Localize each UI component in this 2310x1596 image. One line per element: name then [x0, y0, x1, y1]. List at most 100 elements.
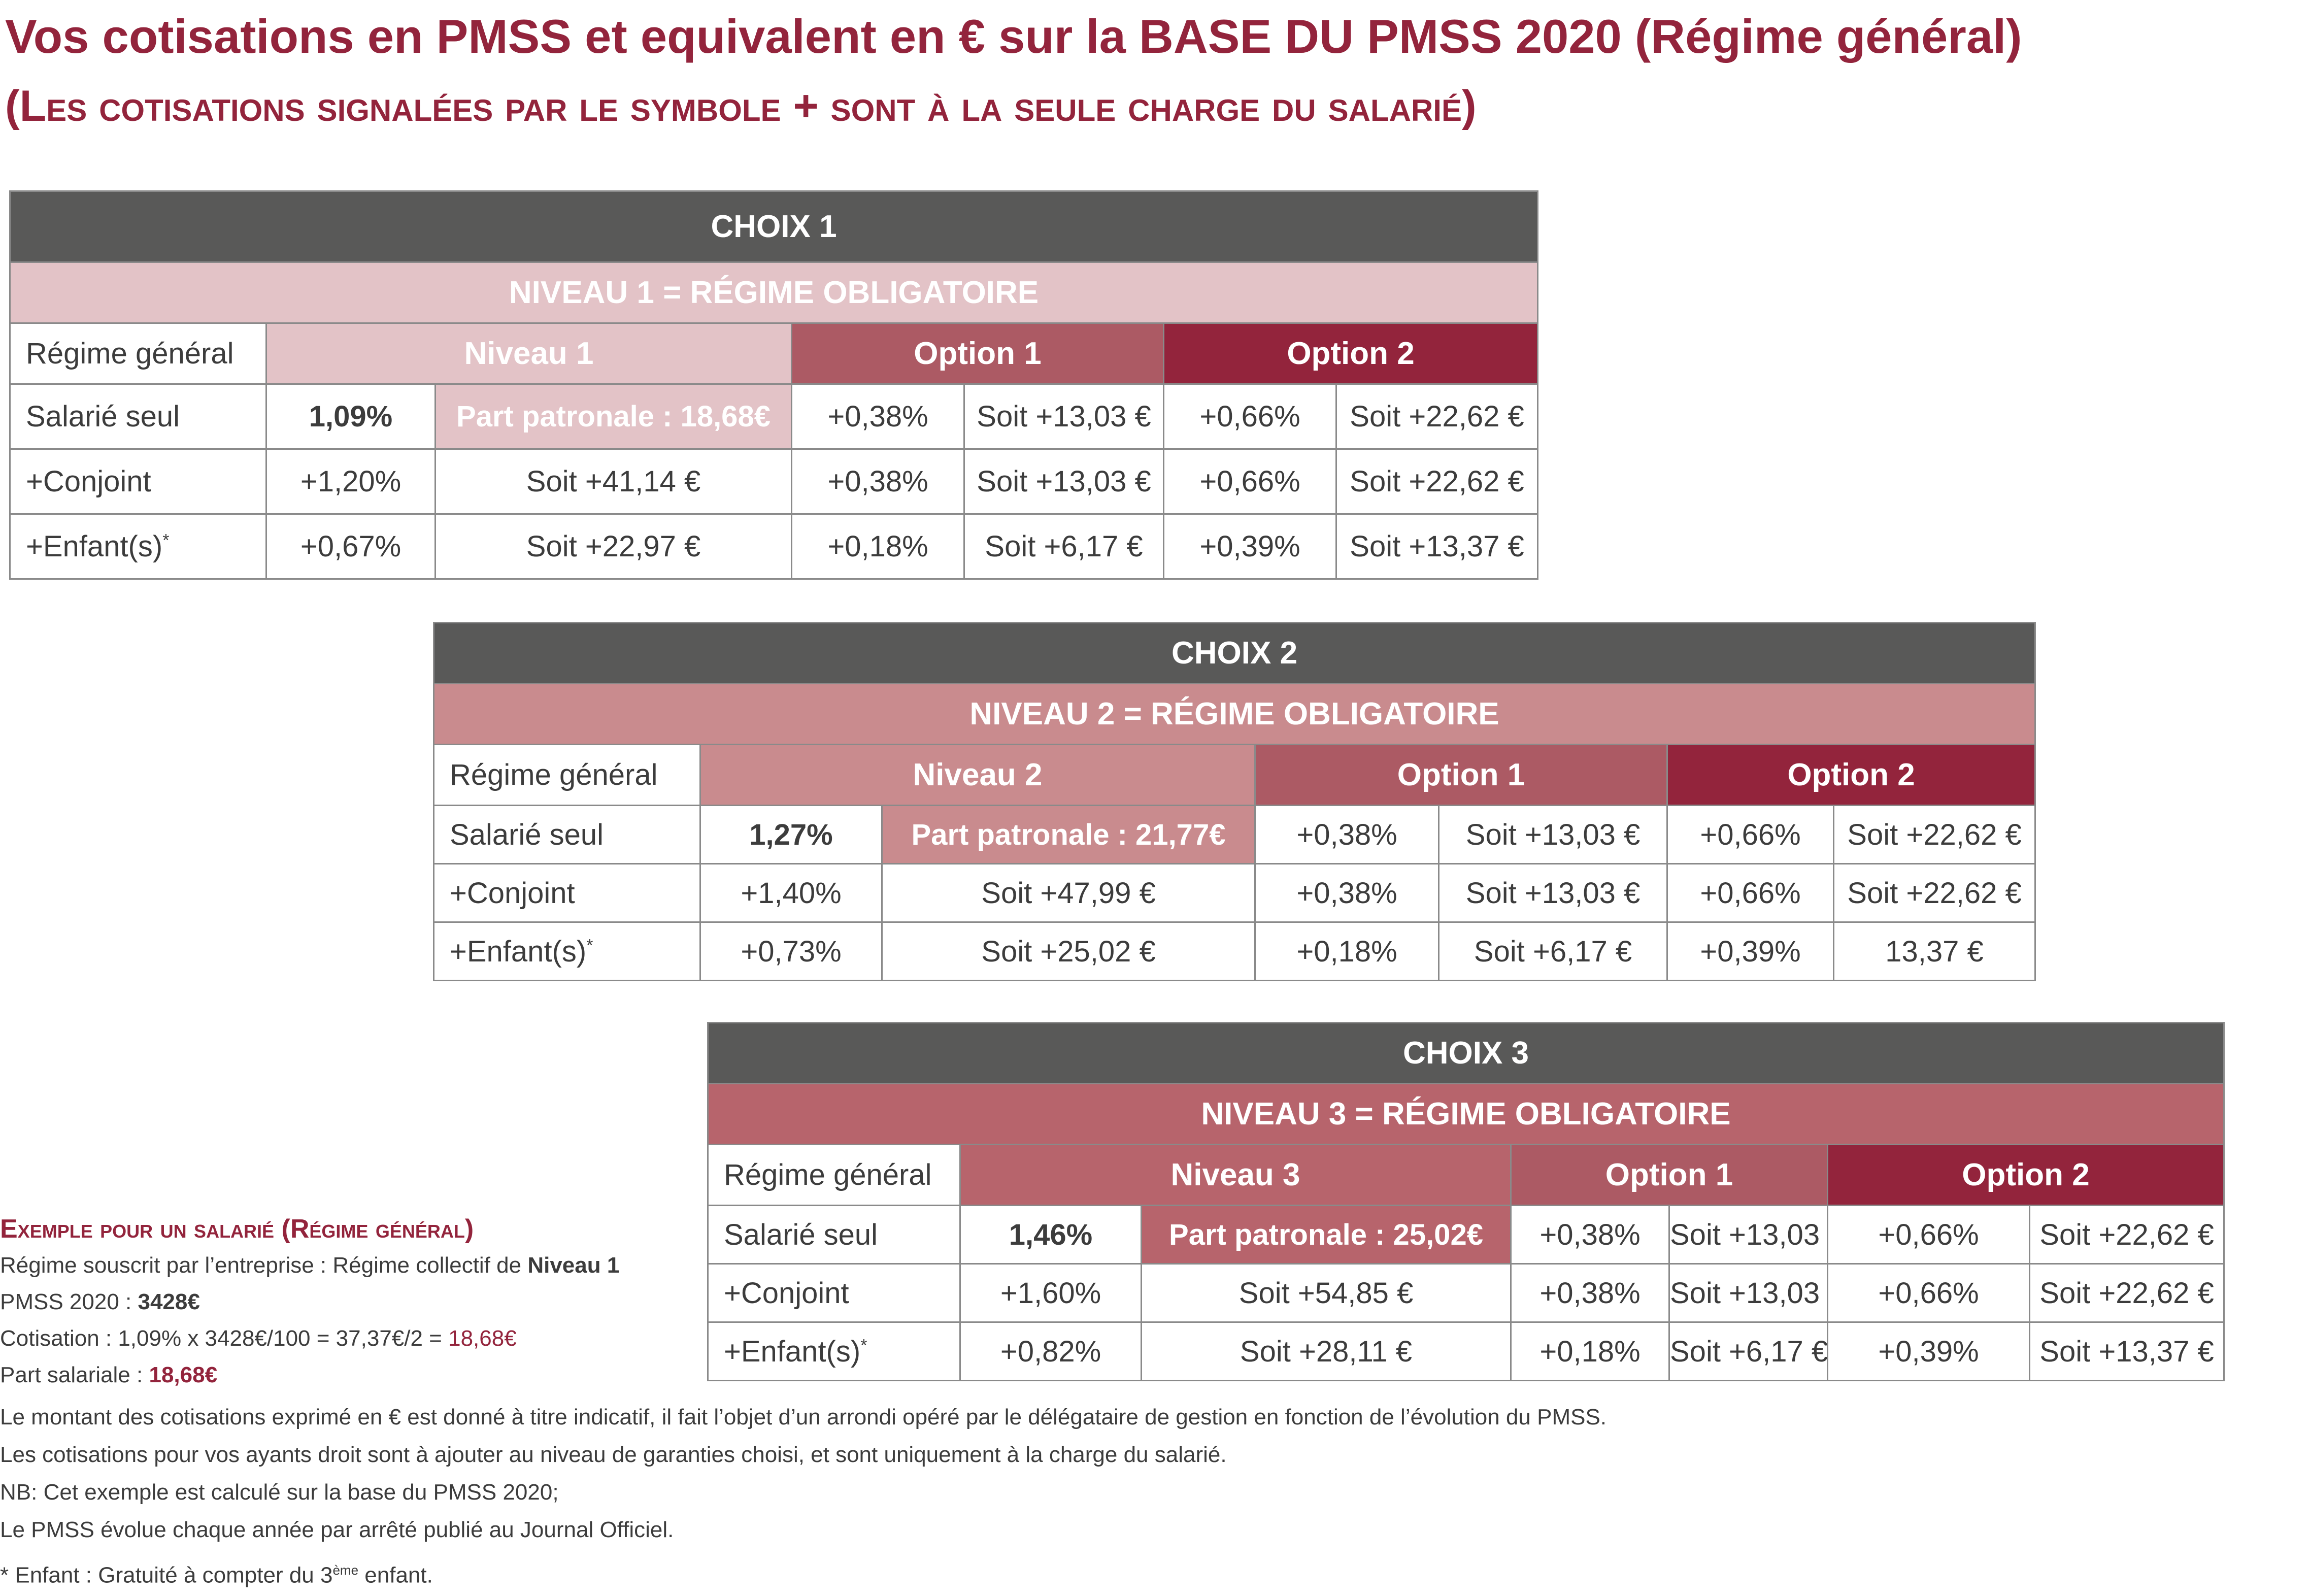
option2-eur: Soit +13,37 € — [2029, 1321, 2225, 1381]
option1-pct: +0,38% — [1510, 1205, 1670, 1265]
option2-eur: Soit +22,62 € — [1832, 805, 2036, 864]
footnote-sup: ème — [332, 1562, 359, 1578]
niveau-header: Niveau 2 — [699, 744, 1256, 806]
row-label-cell: +Enfant(s)* — [707, 1321, 961, 1381]
niveau-header: Niveau 3 — [959, 1144, 1512, 1206]
option2-pct: +0,39% — [1666, 921, 1834, 981]
pct-cell: +1,60% — [959, 1263, 1142, 1323]
option2-pct: +0,39% — [1827, 1321, 2030, 1381]
page-title: Vos cotisations en PMSS et equivalent en… — [5, 10, 2022, 63]
footnote: * Enfant : Gratuité à compter du 3ème en… — [0, 1562, 433, 1588]
example-line-2: PMSS 2020 : 3428€ — [0, 1284, 619, 1320]
row-label: +Conjoint — [433, 863, 701, 923]
option2-eur: Soit +22,62 € — [1335, 448, 1539, 515]
table-row: +Conjoint +1,20% Soit +41,14 € +0,38% So… — [9, 448, 1539, 515]
choix-header: CHOIX 2 — [432, 622, 2036, 684]
option2-header: Option 2 — [1666, 744, 2036, 806]
table-row: +Conjoint +1,40% Soit +47,99 € +0,38% So… — [433, 863, 2036, 923]
row-label: +Enfant(s) — [450, 935, 587, 968]
row-label: Salarié seul — [9, 383, 267, 450]
pct-cell: 1,46% — [959, 1205, 1142, 1265]
table-row: +Enfant(s)* +0,73% Soit +25,02 € +0,18% … — [433, 921, 2036, 981]
row-label: +Enfant(s) — [724, 1335, 861, 1368]
example-line-2-bold: 3428€ — [138, 1289, 200, 1314]
option1-header: Option 1 — [1254, 744, 1668, 806]
option1-pct: +0,38% — [791, 448, 965, 515]
pct-cell: +1,20% — [265, 448, 436, 515]
option1-pct: +0,38% — [1254, 863, 1439, 923]
niveau-eur-cell: Soit +25,02 € — [881, 921, 1256, 981]
option1-eur: Soit +6,17 € — [1668, 1321, 1828, 1381]
option1-header: Option 1 — [791, 322, 1164, 385]
table-row: Salarié seul 1,46% Part patronale : 25,0… — [707, 1205, 2225, 1265]
page-subtitle: (Les cotisations signalées par le symbol… — [5, 82, 1477, 130]
option2-pct: +0,66% — [1163, 383, 1337, 450]
example-line-1-text: Régime souscrit par l’entreprise : Régim… — [0, 1253, 528, 1278]
row-label-cell: +Enfant(s)* — [433, 921, 701, 981]
note-line: Le PMSS évolue chaque année par arrêté p… — [0, 1517, 674, 1542]
option1-pct: +0,38% — [791, 383, 965, 450]
example-title: Exemple pour un salarié (Régime général) — [0, 1214, 474, 1244]
option1-eur: Soit +6,17 € — [963, 513, 1164, 580]
example-line-4-text: Part salariale : — [0, 1362, 149, 1387]
niveau-eur-cell: Soit +28,11 € — [1141, 1321, 1512, 1381]
example-line-2-text: PMSS 2020 : — [0, 1289, 138, 1314]
option2-eur: Soit +13,37 € — [1335, 513, 1539, 580]
choix-header: CHOIX 1 — [9, 190, 1539, 263]
example-line-4: Part salariale : 18,68€ — [0, 1357, 619, 1393]
option1-eur: Soit +13,03 € — [963, 448, 1164, 515]
pct-cell: +0,67% — [265, 513, 436, 580]
option2-eur: 13,37 € — [1832, 921, 2036, 981]
example-line-3-text: Cotisation : 1,09% x 3428€/100 = 37,37€/… — [0, 1326, 449, 1351]
row-label: Salarié seul — [707, 1205, 961, 1265]
notes-block: Le montant des cotisations exprimé en € … — [0, 1399, 1606, 1549]
niveau-eur-cell: Soit +22,97 € — [434, 513, 792, 580]
example-line-4-value: 18,68€ — [149, 1362, 218, 1387]
option1-eur: Soit +13,03 € — [963, 383, 1164, 450]
option2-pct: +0,39% — [1163, 513, 1337, 580]
part-patronale-cell: Part patronale : 21,77€ — [881, 805, 1256, 864]
note-line: Le montant des cotisations exprimé en € … — [0, 1405, 1607, 1429]
asterisk-mark: * — [162, 530, 170, 550]
option1-pct: +0,18% — [1254, 921, 1439, 981]
table-row: Salarié seul 1,27% Part patronale : 21,7… — [433, 805, 2036, 864]
option2-pct: +0,66% — [1163, 448, 1337, 515]
row-label: +Conjoint — [9, 448, 267, 515]
choix-header: CHOIX 3 — [707, 1022, 2225, 1084]
option1-header: Option 1 — [1510, 1144, 1828, 1206]
niveau-eur-cell: Soit +54,85 € — [1141, 1263, 1512, 1323]
table-row: +Conjoint +1,60% Soit +54,85 € +0,38% So… — [707, 1263, 2225, 1323]
pct-cell: +0,82% — [959, 1321, 1142, 1381]
choix-1-table: CHOIX 1 NIVEAU 1 = RÉGIME OBLIGATOIRE Ré… — [9, 190, 1539, 580]
option1-eur: Soit +13,03 € — [1438, 805, 1668, 864]
note-line: Les cotisations pour vos ayants droit so… — [0, 1442, 1227, 1467]
example-line-1: Régime souscrit par l’entreprise : Régim… — [0, 1247, 619, 1284]
niveau-title: NIVEAU 2 = RÉGIME OBLIGATOIRE — [432, 683, 2036, 745]
pct-cell: 1,27% — [699, 805, 883, 864]
option2-eur: Soit +22,62 € — [1832, 863, 2036, 923]
choix-3-table: CHOIX 3 NIVEAU 3 = RÉGIME OBLIGATOIRE Ré… — [707, 1022, 2225, 1381]
example-line-3-value: 18,68€ — [448, 1326, 517, 1351]
choix-2-table: CHOIX 2 NIVEAU 2 = RÉGIME OBLIGATOIRE Ré… — [432, 622, 2036, 981]
niveau-eur-cell: Soit +47,99 € — [881, 863, 1256, 923]
example-block: Exemple pour un salarié (Régime général)… — [0, 1211, 619, 1393]
table-row: Salarié seul 1,09% Part patronale : 18,6… — [9, 383, 1539, 450]
niveau-eur-cell: Soit +41,14 € — [434, 448, 792, 515]
part-patronale-cell: Part patronale : 25,02€ — [1141, 1205, 1512, 1265]
regime-label: Régime général — [9, 322, 267, 385]
pct-cell: +0,73% — [699, 921, 883, 981]
pct-cell: +1,40% — [699, 863, 883, 923]
option1-eur: Soit +13,03 € — [1668, 1205, 1828, 1265]
option1-eur: Soit +13,03 € — [1438, 863, 1668, 923]
niveau-title: NIVEAU 1 = RÉGIME OBLIGATOIRE — [9, 261, 1539, 324]
regime-label: Régime général — [707, 1144, 961, 1206]
example-line-1-bold: Niveau 1 — [527, 1253, 620, 1278]
option2-header: Option 2 — [1827, 1144, 2225, 1206]
option2-pct: +0,66% — [1666, 805, 1834, 864]
option1-eur: Soit +13,03 € — [1668, 1263, 1828, 1323]
option1-pct: +0,38% — [1254, 805, 1439, 864]
niveau-title: NIVEAU 3 = RÉGIME OBLIGATOIRE — [707, 1083, 2225, 1145]
regime-label: Régime général — [433, 744, 701, 806]
niveau-header: Niveau 1 — [265, 322, 792, 385]
option2-pct: +0,66% — [1666, 863, 1834, 923]
